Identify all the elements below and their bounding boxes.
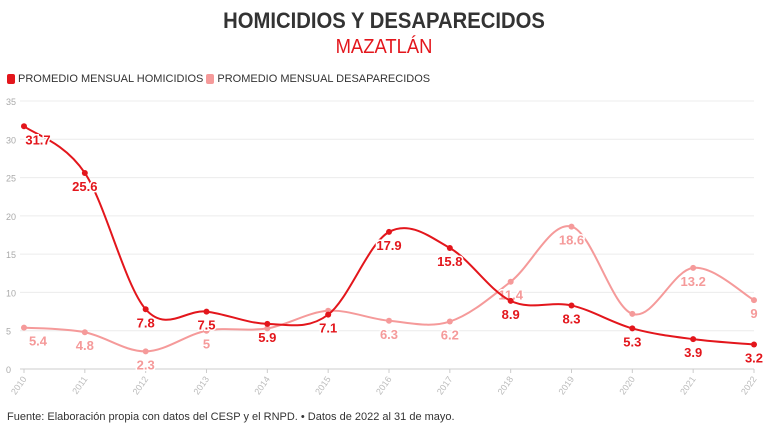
data-label: 7.8 — [137, 315, 155, 330]
data-point — [81, 329, 88, 336]
legend-swatch — [206, 74, 215, 84]
x-tick-label: 2015 — [313, 374, 333, 396]
data-point — [142, 348, 149, 355]
data-point — [386, 228, 392, 235]
legend: PROMEDIO MENSUAL HOMICIDIOS PROMEDIO MEN… — [7, 73, 433, 85]
data-label: 5.4 — [29, 334, 48, 349]
data-point — [264, 325, 271, 332]
x-tick-label: 2012 — [131, 374, 151, 396]
data-label: 6.3 — [380, 327, 398, 342]
data-point — [325, 311, 332, 318]
data-point — [507, 297, 514, 304]
data-label: 3.9 — [684, 345, 702, 360]
data-label: 4.8 — [76, 338, 94, 353]
data-label: 6.2 — [441, 328, 459, 343]
data-point — [507, 278, 514, 285]
x-tick-label: 2014 — [252, 374, 272, 396]
data-point — [629, 325, 636, 332]
data-label: 8.3 — [562, 311, 580, 326]
data-point — [264, 320, 271, 327]
data-label: 18.6 — [559, 233, 584, 248]
x-tick-label: 2011 — [70, 374, 89, 396]
chart-title: HOMICIDIOS Y DESAPARECIDOS — [223, 8, 545, 33]
data-point — [21, 123, 27, 130]
x-tick-label: 2022 — [739, 374, 759, 396]
data-label: 5.3 — [623, 334, 641, 349]
data-label: 7.5 — [197, 318, 215, 333]
data-label: 7.1 — [319, 321, 337, 336]
source-note: Fuente: Elaboración propia con datos del… — [7, 411, 455, 423]
series-line-homicidios — [23, 125, 755, 346]
data-label: 8.9 — [502, 307, 520, 322]
y-tick-label: 15 — [6, 250, 16, 260]
y-tick-label: 30 — [6, 135, 16, 145]
legend-item-desaparecidos[interactable]: PROMEDIO MENSUAL DESAPARECIDOS — [206, 73, 430, 85]
x-tick-label: 2010 — [9, 374, 29, 396]
data-point — [751, 297, 757, 304]
data-point — [142, 306, 149, 313]
x-tick-label: 2017 — [435, 374, 455, 396]
y-tick-label: 5 — [6, 327, 11, 337]
data-point — [21, 324, 27, 331]
chart-subtitle: MAZATLÁN — [335, 36, 433, 58]
data-label: 5.9 — [258, 330, 276, 345]
data-point — [446, 318, 453, 325]
data-point — [386, 317, 392, 324]
data-point — [568, 223, 575, 230]
x-tick-label: 2018 — [496, 374, 516, 396]
x-tick-label: 2019 — [556, 374, 576, 396]
line-chart: 0 5 10 15 20 25 30 35 2010 2011 2012 2013 2014 2015 20… — [6, 97, 765, 397]
data-point — [690, 264, 697, 271]
data-point — [203, 327, 210, 334]
data-point — [751, 341, 757, 348]
data-point — [446, 245, 453, 252]
legend-label: PROMEDIO MENSUAL DESAPARECIDOS — [217, 73, 431, 85]
x-tick-label: 2013 — [191, 374, 211, 396]
legend-item-homicidios[interactable]: PROMEDIO MENSUAL HOMICIDIOS — [7, 73, 203, 85]
x-tick-label: 2021 — [678, 374, 698, 396]
data-point — [203, 308, 210, 315]
x-tick-label: 2020 — [617, 374, 637, 396]
legend-label: PROMEDIO MENSUAL HOMICIDIOS — [18, 73, 204, 85]
data-point — [629, 310, 636, 317]
data-label: 3.2 — [745, 350, 763, 365]
data-label: 5 — [203, 337, 210, 352]
y-tick-label: 0 — [6, 365, 11, 375]
data-label: 9 — [750, 306, 757, 321]
data-label: 2.3 — [137, 357, 155, 372]
x-tick-label: 2016 — [374, 374, 394, 396]
data-label: 15.8 — [437, 254, 462, 269]
y-tick-label: 35 — [6, 97, 16, 107]
data-label: 25.6 — [72, 179, 97, 194]
data-point — [81, 169, 88, 176]
y-tick-label: 20 — [6, 212, 16, 222]
data-label: 13.2 — [681, 274, 706, 289]
y-tick-label: 10 — [6, 288, 16, 298]
y-tick-label: 25 — [6, 174, 16, 184]
data-label: 31.7 — [25, 132, 50, 147]
data-label: 11.4 — [498, 288, 523, 303]
data-point — [568, 302, 575, 309]
data-label: 17.9 — [376, 238, 401, 253]
legend-swatch — [7, 74, 15, 84]
data-point — [690, 336, 697, 343]
